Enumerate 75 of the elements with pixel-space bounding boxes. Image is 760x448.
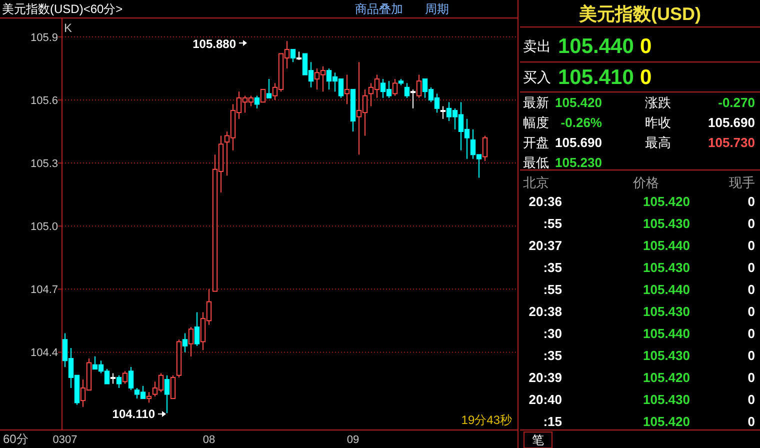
text: 105.440 (643, 326, 690, 341)
x-tick-label: 08 (202, 434, 216, 446)
y-tick-label: 105.6 (30, 94, 58, 107)
text: 105.430 (643, 216, 690, 231)
text: 最新 (523, 95, 549, 110)
text: 105.230 (555, 155, 602, 170)
y-tick-label: 105.9 (30, 32, 58, 44)
text: 105.430 (643, 348, 690, 363)
text: 0 (748, 238, 755, 253)
text: 0 (748, 370, 755, 385)
text: 卖出 (523, 38, 551, 54)
text: 笔 (532, 433, 544, 447)
text: :15 (543, 414, 562, 429)
annotation: 105.880 (192, 37, 236, 51)
text: 0 (748, 348, 755, 363)
text: 0 (748, 282, 755, 297)
text: :55 (543, 282, 562, 297)
text: 105.690 (708, 115, 755, 130)
annotation: 104.110 (112, 407, 156, 421)
text: 20:36 (528, 194, 562, 209)
text: -0.26% (560, 115, 602, 130)
text: :55 (543, 216, 562, 231)
text: 105.430 (643, 392, 690, 407)
text: 最低 (523, 155, 549, 170)
text: 20:40 (528, 392, 562, 407)
y-tick-label: 105.0 (30, 221, 58, 234)
text: 北京 (523, 175, 549, 190)
text: 幅度 (523, 115, 549, 130)
text: :35 (543, 348, 562, 363)
text: 开盘 (523, 135, 549, 150)
text: 涨跌 (645, 95, 671, 110)
text: 20:39 (528, 370, 562, 385)
text: 周期 (425, 2, 449, 16)
y-tick-label: 104.4 (30, 347, 58, 360)
text: -0.270 (718, 95, 755, 110)
text: 0 (748, 260, 755, 275)
text: :35 (543, 260, 562, 275)
text: 105.730 (708, 135, 755, 150)
text: 105.440 (558, 35, 634, 58)
text: 美元指数(USD) (578, 4, 701, 24)
text: 105.430 (643, 260, 690, 275)
text: 20:37 (528, 238, 562, 253)
text: 105.420 (555, 95, 602, 110)
text: 105.420 (643, 370, 690, 385)
text: 现手 (729, 175, 755, 190)
text: 105.690 (555, 135, 602, 150)
text: 105.440 (643, 238, 690, 253)
text: 0 (748, 216, 755, 231)
text: 0 (748, 304, 755, 319)
text: 105.440 (643, 282, 690, 297)
text: 0 (748, 326, 755, 341)
text: :30 (543, 326, 562, 341)
x-tick-label: 0307 (52, 434, 78, 446)
text: 105.430 (643, 304, 690, 319)
text: 昨收 (645, 115, 671, 130)
text: 价格 (632, 175, 659, 190)
annotation: 19分43秒 (461, 413, 512, 427)
x-tick-label: 09 (346, 434, 360, 446)
y-tick-label: 105.3 (30, 158, 58, 170)
y-tick-label: 104.7 (30, 284, 58, 296)
text: 0 (748, 194, 755, 209)
text: 20:38 (528, 304, 562, 319)
text: 最高 (645, 135, 671, 150)
text: 买入 (523, 69, 551, 85)
annotation: K (64, 21, 72, 35)
text: 0 (640, 35, 652, 58)
text: 0 (748, 392, 755, 407)
text: 105.420 (643, 194, 690, 209)
text: 0 (748, 414, 755, 429)
text: 商品叠加 (355, 2, 403, 16)
text: 0 (640, 66, 652, 89)
chart-title: 美元指数(USD)<60分> (2, 2, 123, 16)
text: 60分 (3, 432, 28, 446)
text: 105.420 (643, 414, 690, 429)
text: 105.410 (558, 66, 634, 89)
